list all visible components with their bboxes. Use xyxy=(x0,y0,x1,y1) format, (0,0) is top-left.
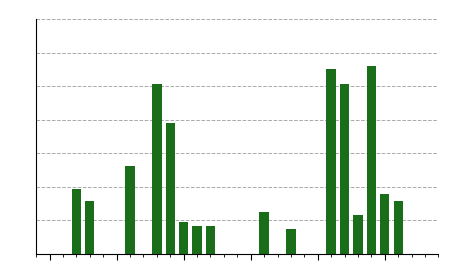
Bar xyxy=(125,166,134,254)
Bar xyxy=(152,84,161,254)
Bar xyxy=(339,84,349,254)
Bar xyxy=(353,215,362,254)
Bar xyxy=(72,189,81,254)
Bar xyxy=(326,68,335,254)
Bar xyxy=(192,226,201,254)
Bar xyxy=(259,212,268,254)
Bar xyxy=(205,226,215,254)
Bar xyxy=(366,66,375,254)
Bar xyxy=(165,123,175,254)
Bar xyxy=(85,201,94,254)
Bar xyxy=(285,229,295,254)
Bar xyxy=(179,222,188,254)
Bar xyxy=(393,201,402,254)
Bar xyxy=(379,194,389,254)
